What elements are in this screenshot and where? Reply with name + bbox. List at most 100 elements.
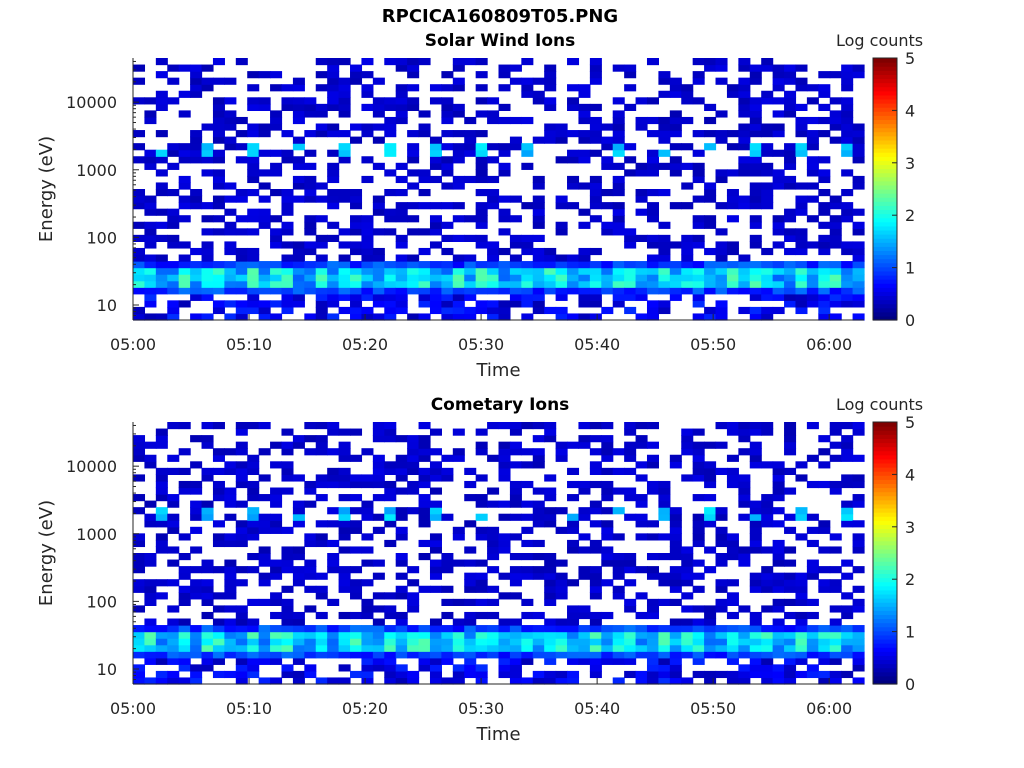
- heatmap-cell: [624, 566, 637, 574]
- heatmap-cell: [521, 202, 534, 210]
- heatmap-cell: [829, 71, 842, 79]
- heatmap-cell: [567, 156, 580, 164]
- heatmap-cell: [841, 189, 854, 197]
- heatmap-cell: [669, 293, 682, 301]
- heatmap-cell: [589, 175, 602, 184]
- heatmap-cell: [201, 441, 214, 449]
- heatmap-cell: [555, 254, 568, 262]
- heatmap-cell: [452, 130, 465, 138]
- heatmap-cell: [315, 254, 328, 262]
- heatmap-cell: [795, 644, 808, 652]
- heatmap-cell: [133, 651, 146, 659]
- colorbar-step: [873, 66, 897, 71]
- heatmap-cell: [395, 526, 408, 534]
- heatmap-cell: [441, 467, 454, 475]
- colorbar-step: [873, 569, 897, 575]
- colorbar-step: [873, 679, 897, 685]
- heatmap-cell: [384, 670, 397, 679]
- heatmap-cell: [201, 202, 214, 210]
- heatmap-cell: [852, 539, 865, 548]
- heatmap-cell: [429, 143, 442, 151]
- heatmap-cell: [361, 664, 374, 672]
- heatmap-cell: [567, 657, 580, 665]
- heatmap-cell: [384, 293, 397, 301]
- heatmap-cell: [133, 664, 146, 672]
- heatmap-cell: [190, 631, 203, 639]
- heatmap-cell: [852, 143, 865, 151]
- heatmap-cell: [544, 261, 557, 269]
- heatmap-cell: [795, 657, 808, 665]
- colorbar-tick-label: 3: [905, 518, 915, 537]
- heatmap-cell: [429, 221, 442, 229]
- heatmap-cell: [475, 143, 488, 151]
- heatmap-cell: [806, 182, 819, 190]
- heatmap-cell: [418, 664, 431, 672]
- heatmap-cell: [498, 149, 511, 157]
- heatmap-cell: [304, 149, 317, 157]
- heatmap-cell: [624, 670, 637, 679]
- heatmap-cell: [715, 313, 728, 321]
- heatmap-cell: [692, 670, 705, 679]
- heatmap-cell: [738, 513, 751, 521]
- heatmap-cell: [212, 182, 225, 190]
- heatmap-cell: [521, 58, 534, 66]
- heatmap-cell: [395, 189, 408, 197]
- heatmap-cell: [784, 90, 797, 98]
- heatmap-cell: [155, 149, 168, 157]
- heatmap-cell: [681, 234, 694, 242]
- heatmap-cell: [475, 110, 488, 118]
- heatmap-cell: [852, 664, 865, 672]
- heatmap-cell: [509, 261, 522, 269]
- heatmap-cell: [726, 474, 739, 482]
- heatmap-cell: [601, 657, 614, 665]
- heatmap-cell: [350, 611, 363, 620]
- heatmap-cell: [441, 103, 454, 111]
- heatmap-cell: [133, 64, 146, 72]
- heatmap-cell: [852, 546, 865, 554]
- heatmap-cell: [258, 638, 271, 646]
- heatmap-cell: [612, 448, 625, 456]
- colorbar-step: [873, 152, 897, 157]
- heatmap-cell: [452, 261, 465, 269]
- heatmap-cell: [292, 241, 305, 249]
- heatmap-cell: [555, 123, 568, 131]
- heatmap-cell: [270, 625, 283, 633]
- heatmap-cell: [635, 274, 648, 282]
- heatmap-cell: [224, 287, 237, 295]
- heatmap-cell: [395, 84, 408, 92]
- heatmap-cell: [795, 300, 808, 308]
- heatmap-cell: [224, 228, 237, 236]
- heatmap-cell: [624, 487, 637, 495]
- heatmap-cell: [544, 520, 557, 528]
- heatmap-cell: [441, 169, 454, 177]
- heatmap-cell: [749, 461, 762, 469]
- heatmap-cell: [658, 123, 671, 131]
- heatmap-cell: [498, 306, 511, 315]
- colorbar-step: [873, 585, 897, 591]
- heatmap-cell: [624, 467, 637, 475]
- heatmap-cell: [726, 143, 739, 151]
- heatmap-cell: [578, 254, 591, 262]
- heatmap-cell: [167, 143, 180, 151]
- heatmap-cell: [395, 280, 408, 288]
- heatmap-cell: [704, 280, 717, 288]
- heatmap-cell: [201, 611, 214, 620]
- heatmap-cell: [304, 130, 317, 138]
- heatmap-cell: [509, 274, 522, 282]
- heatmap-cell: [567, 618, 580, 626]
- heatmap-cell: [407, 670, 420, 679]
- heatmap-cell: [304, 189, 317, 197]
- colorbar-step: [873, 634, 897, 640]
- heatmap-cell: [155, 670, 168, 679]
- colorbar-step: [873, 426, 897, 431]
- heatmap-cell: [532, 77, 545, 85]
- heatmap-cell: [681, 287, 694, 295]
- heatmap-cell: [726, 189, 739, 197]
- heatmap-cell: [372, 136, 385, 144]
- heatmap-cell: [292, 474, 305, 482]
- heatmap-cell: [338, 241, 351, 249]
- heatmap-cell: [292, 566, 305, 574]
- heatmap-cell: [681, 448, 694, 456]
- heatmap-cell: [315, 267, 328, 275]
- heatmap-cell: [578, 103, 591, 111]
